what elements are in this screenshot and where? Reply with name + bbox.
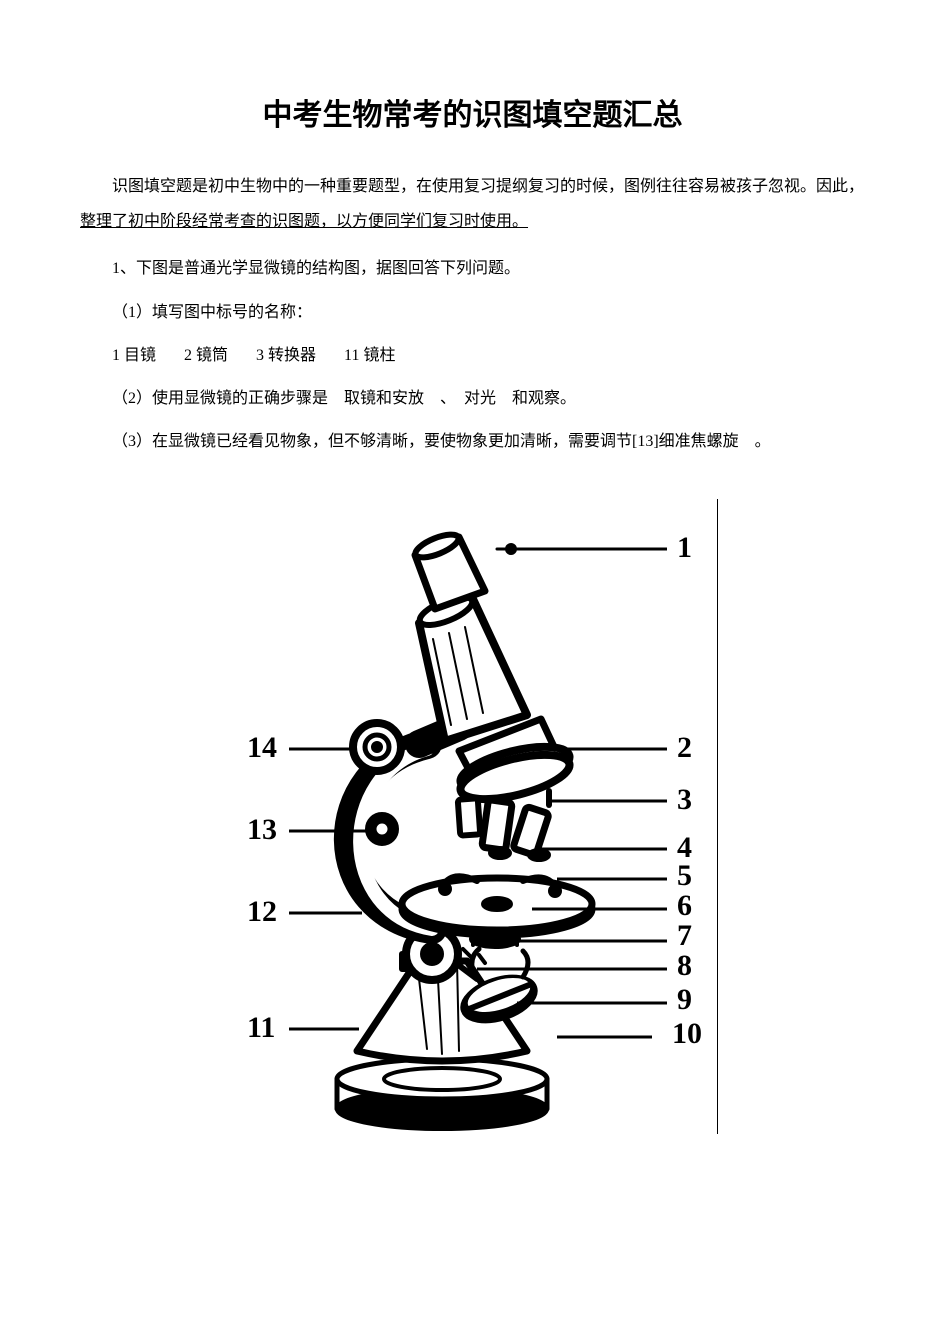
svg-text:1: 1	[677, 531, 692, 564]
q1-p3: （3）在显微镜已经看见物象，但不够清晰，要使物象更加清晰，需要调节[13]细准焦…	[80, 424, 865, 459]
svg-text:6: 6	[677, 889, 692, 922]
svg-text:8: 8	[677, 949, 692, 982]
q1-p1: （1）填写图中标号的名称：	[80, 295, 865, 330]
intro-text-1: 识图填空题是初中生物中的一种重要题型，在使用复习提纲复习的时候，图例往往容易被孩…	[112, 178, 864, 195]
ans-3: 3 转换器	[256, 347, 316, 364]
page-title: 中考生物常考的识图填空题汇总	[80, 90, 865, 134]
svg-text:10: 10	[672, 1017, 702, 1050]
svg-text:12: 12	[247, 895, 277, 928]
svg-text:7: 7	[677, 919, 692, 952]
microscope-diagram: 1234567891014131211	[227, 499, 718, 1134]
microscope-svg: 1234567891014131211	[227, 509, 717, 1134]
svg-text:3: 3	[677, 783, 692, 816]
svg-text:11: 11	[247, 1011, 275, 1044]
svg-text:2: 2	[677, 731, 692, 764]
intro-paragraph: 识图填空题是初中生物中的一种重要题型，在使用复习提纲复习的时候，图例往往容易被孩…	[80, 169, 865, 239]
q1-stem: 1、下图是普通光学显微镜的结构图，据图回答下列问题。	[80, 251, 865, 286]
ans-2: 2 镜筒	[184, 347, 228, 364]
ans-1: 1 目镜	[112, 347, 156, 364]
svg-text:14: 14	[247, 731, 277, 764]
q1-p2: （2）使用显微镜的正确步骤是 取镜和安放 、 对光 和观察。	[80, 381, 865, 416]
ans-11: 11 镜柱	[344, 347, 395, 364]
diagram-container: 1234567891014131211	[80, 499, 865, 1139]
svg-text:9: 9	[677, 983, 692, 1016]
svg-text:13: 13	[247, 813, 277, 846]
intro-text-underlined: 整理了初中阶段经常考查的识图题，以方便同学们复习时使用。	[80, 213, 528, 230]
svg-text:5: 5	[677, 859, 692, 892]
q1-answers: 1 目镜 2 镜筒 3 转换器 11 镜柱	[80, 338, 865, 373]
